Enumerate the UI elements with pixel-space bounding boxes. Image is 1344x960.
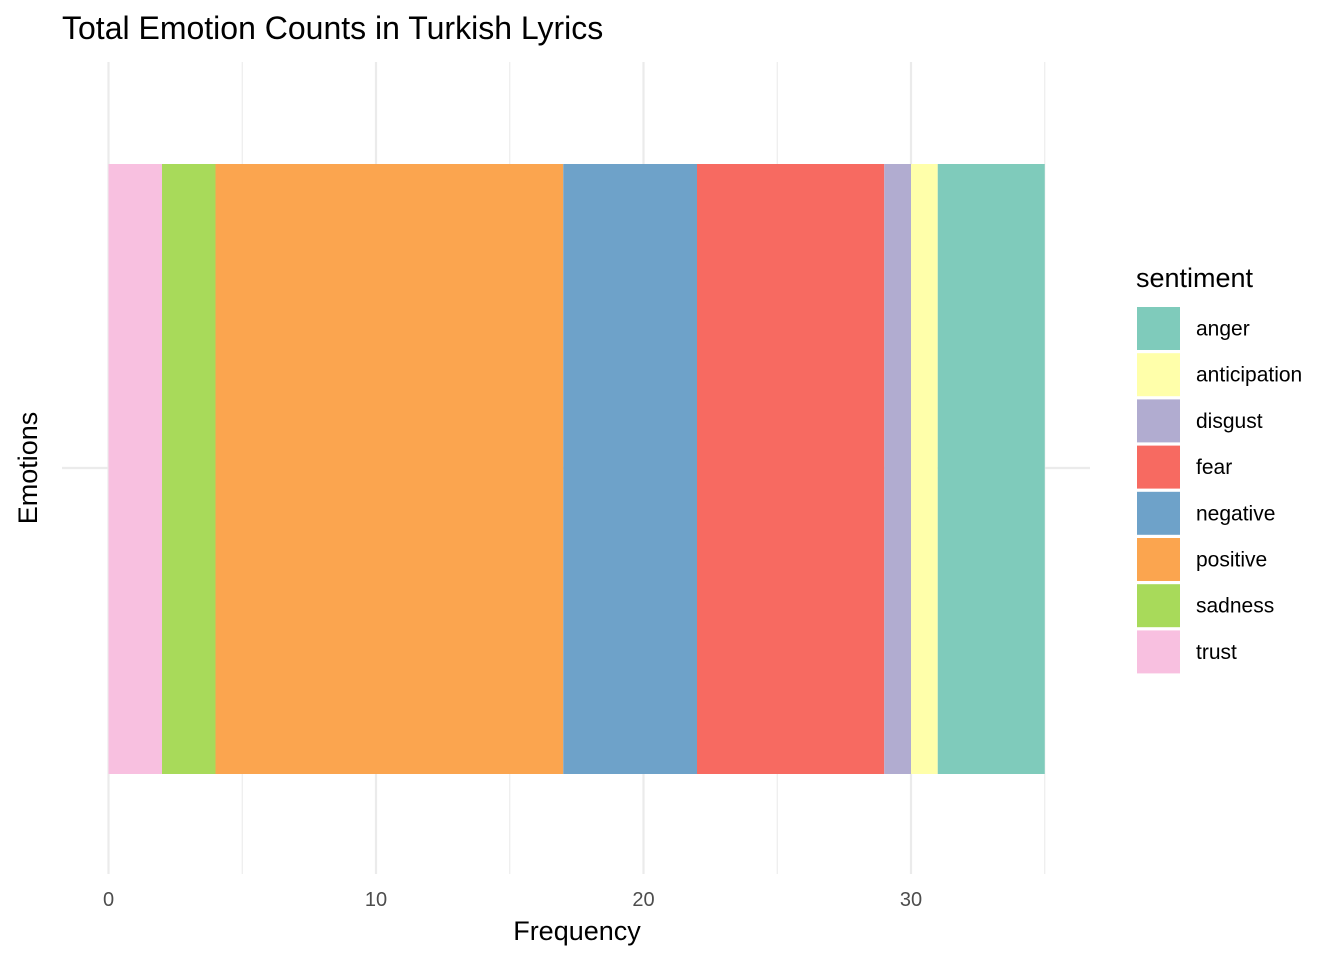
- legend-key-sadness: [1137, 584, 1180, 628]
- legend-key-positive: [1137, 538, 1180, 581]
- legend-label-anger: anger: [1196, 318, 1250, 341]
- legend-label-negative: negative: [1196, 502, 1275, 525]
- legend-label-fear: fear: [1196, 456, 1232, 479]
- legend-label-anticipation: anticipation: [1196, 364, 1302, 387]
- legend-label-disgust: disgust: [1196, 410, 1263, 433]
- y-axis-title: Emotions: [13, 412, 43, 525]
- legend-key-anger: [1137, 307, 1180, 350]
- x-axis-ticks: 0 10 20 30: [103, 889, 922, 911]
- legend-label-positive: positive: [1196, 549, 1267, 572]
- bar-segment-positive: [215, 164, 564, 774]
- bar-segment-fear: [697, 164, 885, 774]
- legend: sentiment anger anticipation disgust fear ne…: [1136, 263, 1302, 674]
- legend-label-trust: trust: [1196, 641, 1237, 664]
- bar-segment-disgust: [884, 164, 911, 774]
- bars: [108, 164, 1045, 774]
- x-tick-label-30: 30: [900, 889, 922, 911]
- legend-key-trust: [1137, 630, 1180, 674]
- bar-segment-negative: [563, 164, 697, 774]
- x-tick-label-10: 10: [365, 889, 387, 911]
- x-axis-title: Frequency: [513, 916, 641, 946]
- bar-segment-anticipation: [911, 164, 938, 774]
- legend-title: sentiment: [1136, 263, 1254, 293]
- legend-label-sadness: sadness: [1196, 595, 1274, 618]
- chart-title: Total Emotion Counts in Turkish Lyrics: [62, 10, 603, 46]
- legend-key-negative: [1137, 491, 1180, 535]
- legend-items: anger anticipation disgust fear negative posi…: [1137, 307, 1302, 674]
- legend-key-fear: [1137, 445, 1180, 489]
- bar-segment-anger: [937, 164, 1045, 774]
- bar-segment-sadness: [162, 164, 216, 774]
- x-tick-label-20: 20: [632, 889, 654, 911]
- legend-key-anticipation: [1137, 353, 1180, 397]
- bar-segment-trust: [108, 164, 162, 774]
- legend-key-disgust: [1137, 399, 1180, 443]
- x-tick-label-0: 0: [103, 889, 114, 911]
